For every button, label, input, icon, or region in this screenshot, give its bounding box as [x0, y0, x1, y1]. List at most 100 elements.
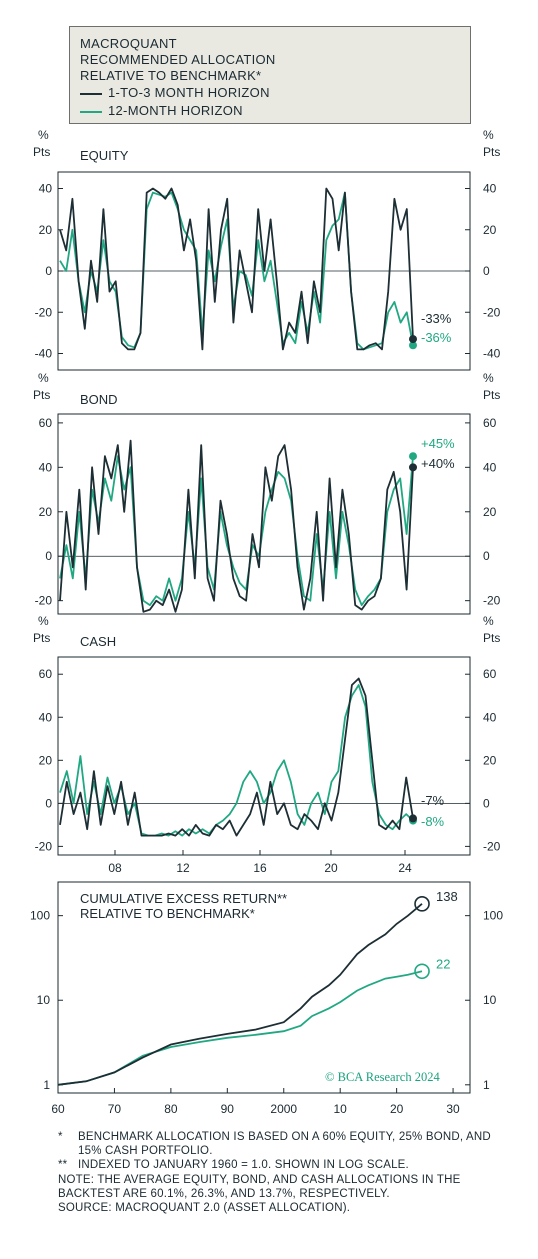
y-tick-label-left: -20 — [35, 594, 53, 608]
y-tick-label-left: 20 — [39, 505, 53, 519]
y-tick-label-left: 60 — [39, 667, 53, 681]
y-tick-label-left: 40 — [39, 710, 53, 724]
y-tick-label-right: 40 — [483, 710, 497, 724]
x-tick-label: 30 — [446, 1102, 460, 1116]
x-tick-label: 24 — [398, 861, 412, 875]
unit-label: % — [483, 128, 494, 142]
x-tick-label: 10 — [334, 1102, 348, 1116]
unit-label: Pts — [483, 388, 500, 402]
y-tick-label-left: 0 — [45, 264, 52, 278]
x-tick-label: 70 — [108, 1102, 122, 1116]
x-tick-label: 20 — [390, 1102, 404, 1116]
panel-frame-bond — [57, 413, 471, 615]
series-line-long — [59, 684, 414, 837]
series-end-dot-short — [409, 335, 417, 344]
legend-item-short: 1-TO-3 MONTH HORIZON — [80, 85, 270, 101]
y-tick-label-right: 0 — [483, 549, 490, 563]
series-end-dot-long — [409, 341, 417, 350]
unit-label: Pts — [33, 388, 50, 402]
cumulative-end-marker — [414, 963, 430, 980]
panel-frame-cumulative — [57, 881, 471, 1094]
x-tick-label: 12 — [176, 861, 190, 875]
end-value-label: +45% — [421, 436, 455, 451]
legend-swatch-green — [80, 110, 102, 113]
unit-label: % — [38, 371, 49, 385]
y-tick-label-right: -40 — [483, 347, 501, 361]
credit-text: © BCA Research 2024 — [325, 1070, 440, 1084]
legend-title-line-1: MACROQUANT — [80, 36, 177, 51]
y-tick-label-right: 20 — [483, 223, 497, 237]
panel-title: CASH — [80, 634, 116, 649]
y-tick-label-right: 60 — [483, 416, 497, 430]
y-tick-label-left: 60 — [39, 416, 53, 430]
series-end-dot-short — [409, 814, 417, 823]
end-value-label: -33% — [421, 311, 452, 326]
y-tick-label-right: 100 — [483, 909, 503, 923]
x-tick-label: 08 — [108, 861, 122, 875]
y-tick-label-left: 100 — [30, 909, 50, 923]
y-tick-label-left: 40 — [39, 182, 53, 196]
y-tick-label-left: 0 — [45, 549, 52, 563]
x-tick-label: 60 — [51, 1102, 65, 1116]
footnote-source: SOURCE: MACROQUANT 2.0 (ASSET ALLOCATION… — [58, 1202, 351, 1215]
cumulative-end-label: 138 — [436, 889, 458, 904]
y-tick-label-right: 60 — [483, 667, 497, 681]
x-tick-label: 16 — [253, 861, 267, 875]
legend-label-long: 12-MONTH HORIZON — [108, 103, 243, 118]
y-tick-label-right: 40 — [483, 182, 497, 196]
y-tick-label-right: 20 — [483, 753, 497, 767]
end-value-label: -8% — [421, 814, 445, 829]
y-tick-label-left: -20 — [35, 839, 53, 853]
end-value-label: +40% — [421, 456, 455, 471]
cumulative-title-line-1: CUMULATIVE EXCESS RETURN** — [80, 891, 287, 906]
unit-label: Pts — [483, 631, 500, 645]
y-tick-label-right: 1 — [483, 1078, 490, 1092]
x-tick-label: 90 — [221, 1102, 235, 1116]
unit-label: Pts — [33, 145, 50, 159]
y-tick-label-left: 20 — [39, 753, 53, 767]
y-tick-label-right: 0 — [483, 796, 490, 810]
unit-label: Pts — [483, 145, 500, 159]
y-tick-label-left: -40 — [35, 347, 53, 361]
unit-label: % — [38, 128, 49, 142]
footnotes: * BENCHMARK ALLOCATION IS BASED ON A 60% … — [58, 1130, 498, 1215]
y-tick-label-left: 1 — [43, 1078, 50, 1092]
y-tick-label-left: 10 — [37, 993, 51, 1007]
series-line-short — [59, 439, 414, 613]
footnote-note: NOTE: THE AVERAGE EQUITY, BOND, AND CASH… — [58, 1173, 461, 1200]
legend-box: MACROQUANT RECOMMENDED ALLOCATION RELATI… — [69, 26, 471, 124]
y-tick-label-left: 40 — [39, 460, 53, 474]
legend-swatch-dark — [80, 92, 102, 95]
unit-label: % — [483, 614, 494, 628]
cumulative-line-short — [57, 903, 423, 1086]
y-tick-label-right: -20 — [483, 305, 501, 319]
panel-title: BOND — [80, 392, 118, 407]
end-value-label: -36% — [421, 330, 452, 345]
y-tick-label-right: 20 — [483, 505, 497, 519]
end-value-label: -7% — [421, 793, 445, 808]
unit-label: % — [38, 614, 49, 628]
legend-title-line-3: RELATIVE TO BENCHMARK* — [80, 68, 262, 83]
unit-label: % — [483, 371, 494, 385]
y-tick-label-left: 0 — [45, 796, 52, 810]
series-end-dot-short — [409, 463, 417, 472]
legend-label-short: 1-TO-3 MONTH HORIZON — [108, 85, 270, 100]
series-end-dot-long — [409, 452, 417, 461]
y-tick-label-right: 0 — [483, 264, 490, 278]
y-tick-label-left: 20 — [39, 223, 53, 237]
series-line-short — [59, 677, 414, 837]
footnote-1: * BENCHMARK ALLOCATION IS BASED ON A 60% … — [58, 1131, 491, 1158]
x-tick-label: 20 — [324, 861, 338, 875]
series-line-long — [59, 455, 414, 606]
legend-title-line-2: RECOMMENDED ALLOCATION — [80, 52, 276, 67]
x-tick-label: 2000 — [270, 1102, 297, 1116]
x-tick-label: 80 — [164, 1102, 178, 1116]
panel-title: EQUITY — [80, 148, 129, 163]
footnote-2: ** INDEXED TO JANUARY 1960 = 1.0. SHOWN I… — [58, 1159, 409, 1172]
unit-label: Pts — [33, 631, 50, 645]
panel-frame-cash — [57, 656, 471, 856]
y-tick-label-right: -20 — [483, 839, 501, 853]
series-line-short — [59, 187, 414, 351]
y-tick-label-right: 40 — [483, 460, 497, 474]
